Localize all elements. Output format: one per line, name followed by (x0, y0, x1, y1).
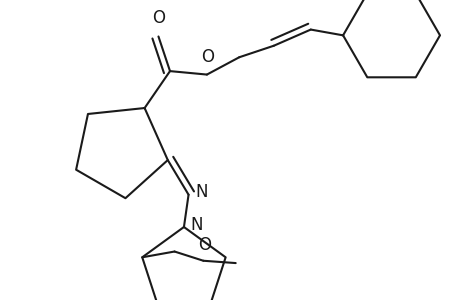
Text: N: N (190, 216, 203, 234)
Text: N: N (195, 183, 207, 201)
Text: O: O (198, 236, 211, 254)
Text: O: O (201, 49, 214, 67)
Text: O: O (151, 9, 165, 27)
